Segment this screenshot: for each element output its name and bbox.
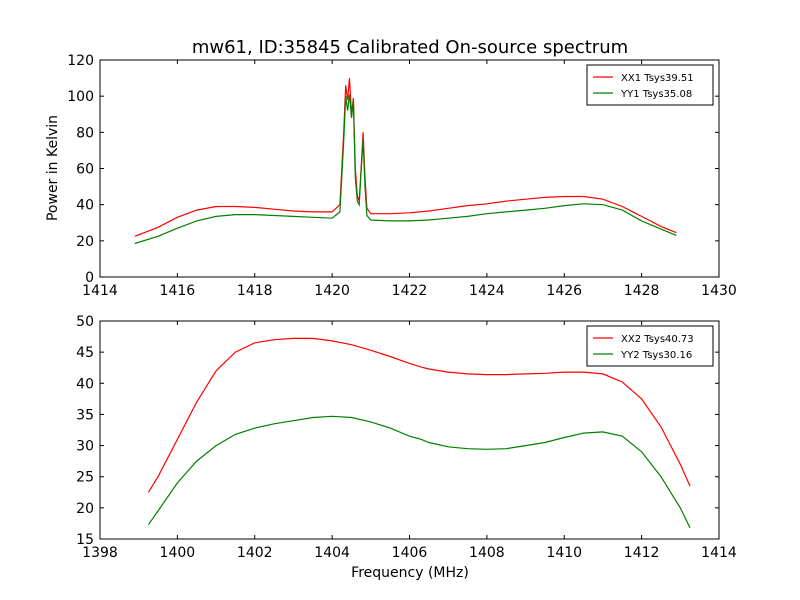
top-x-tick-label: 1414 <box>82 283 118 299</box>
top-x-tick-label: 1418 <box>237 283 273 299</box>
bottom-y-tick-label: 35 <box>76 407 94 423</box>
bottom-x-tick-label: 1410 <box>546 545 582 561</box>
bottom-y-tick-label: 25 <box>76 470 94 486</box>
top-series-line-2 <box>134 94 677 245</box>
top-y-tick-label: 40 <box>76 198 94 214</box>
bottom-x-tick-label: 1400 <box>160 545 196 561</box>
top-y-tick-label: 80 <box>76 125 94 141</box>
top-x-tick-label: 1420 <box>314 283 350 299</box>
top-x-tick-label: 1430 <box>701 283 737 299</box>
top-y-tick-label: 0 <box>85 270 94 286</box>
top-y-tick-label: 100 <box>67 89 94 105</box>
top-panel: 1414 1416 1418 1420 1422 1424 1426 1428 1430 0 20 4… <box>67 53 737 299</box>
bottom-y-tick-label: 20 <box>76 501 94 517</box>
top-legend: XX1 Tsys39.51 YY1 Tsys35.08 <box>586 64 714 106</box>
bottom-y-tick-label: 30 <box>76 439 94 455</box>
bottom-panel: 1398 1400 1402 1404 1406 1408 1410 1412 1414 15 20… <box>76 314 737 561</box>
top-x-tick-label: 1428 <box>624 283 660 299</box>
top-x-tick-label: 1416 <box>160 283 196 299</box>
bottom-x-tick-label: 1412 <box>624 545 660 561</box>
top-y-axis-label: Power in Kelvin <box>45 115 61 221</box>
top-x-tick-label: 1422 <box>392 283 428 299</box>
bottom-x-axis-label: Frequency (MHz) <box>351 565 469 581</box>
bottom-y-tick-label: 15 <box>76 532 94 548</box>
bottom-y-tick-label: 45 <box>76 345 94 361</box>
bottom-y-tick-label: 40 <box>76 376 94 392</box>
bottom-series-line-2 <box>147 415 691 529</box>
bottom-x-tick-label: 1402 <box>237 545 273 561</box>
top-x-tick-label: 1424 <box>469 283 505 299</box>
bottom-x-tick-label: 1414 <box>701 545 737 561</box>
chart-title: mw61, ID:35845 Calibrated On-source spec… <box>192 37 628 58</box>
top-x-tick-label: 1426 <box>546 283 582 299</box>
top-y-tick-label: 60 <box>76 162 94 178</box>
bottom-legend-box <box>586 325 714 367</box>
top-legend-box <box>586 64 714 106</box>
bottom-x-tick-label: 1408 <box>469 545 505 561</box>
top-y-tick-label: 120 <box>67 53 94 69</box>
top-legend-label-1: XX1 Tsys39.51 <box>621 73 694 84</box>
bottom-legend: XX2 Tsys40.73 YY2 Tsys30.16 <box>586 325 714 367</box>
bottom-legend-label-1: XX2 Tsys40.73 <box>621 334 694 345</box>
bottom-x-tick-label: 1406 <box>392 545 428 561</box>
top-legend-label-2: YY1 Tsys35.08 <box>620 89 692 100</box>
bottom-x-tick-label: 1398 <box>82 545 118 561</box>
top-y-tick-label: 20 <box>76 234 94 250</box>
bottom-x-tick-label: 1404 <box>314 545 350 561</box>
bottom-legend-label-2: YY2 Tsys30.16 <box>620 350 692 361</box>
bottom-y-tick-label: 50 <box>76 314 94 330</box>
bottom-series-line-1 <box>147 337 691 493</box>
